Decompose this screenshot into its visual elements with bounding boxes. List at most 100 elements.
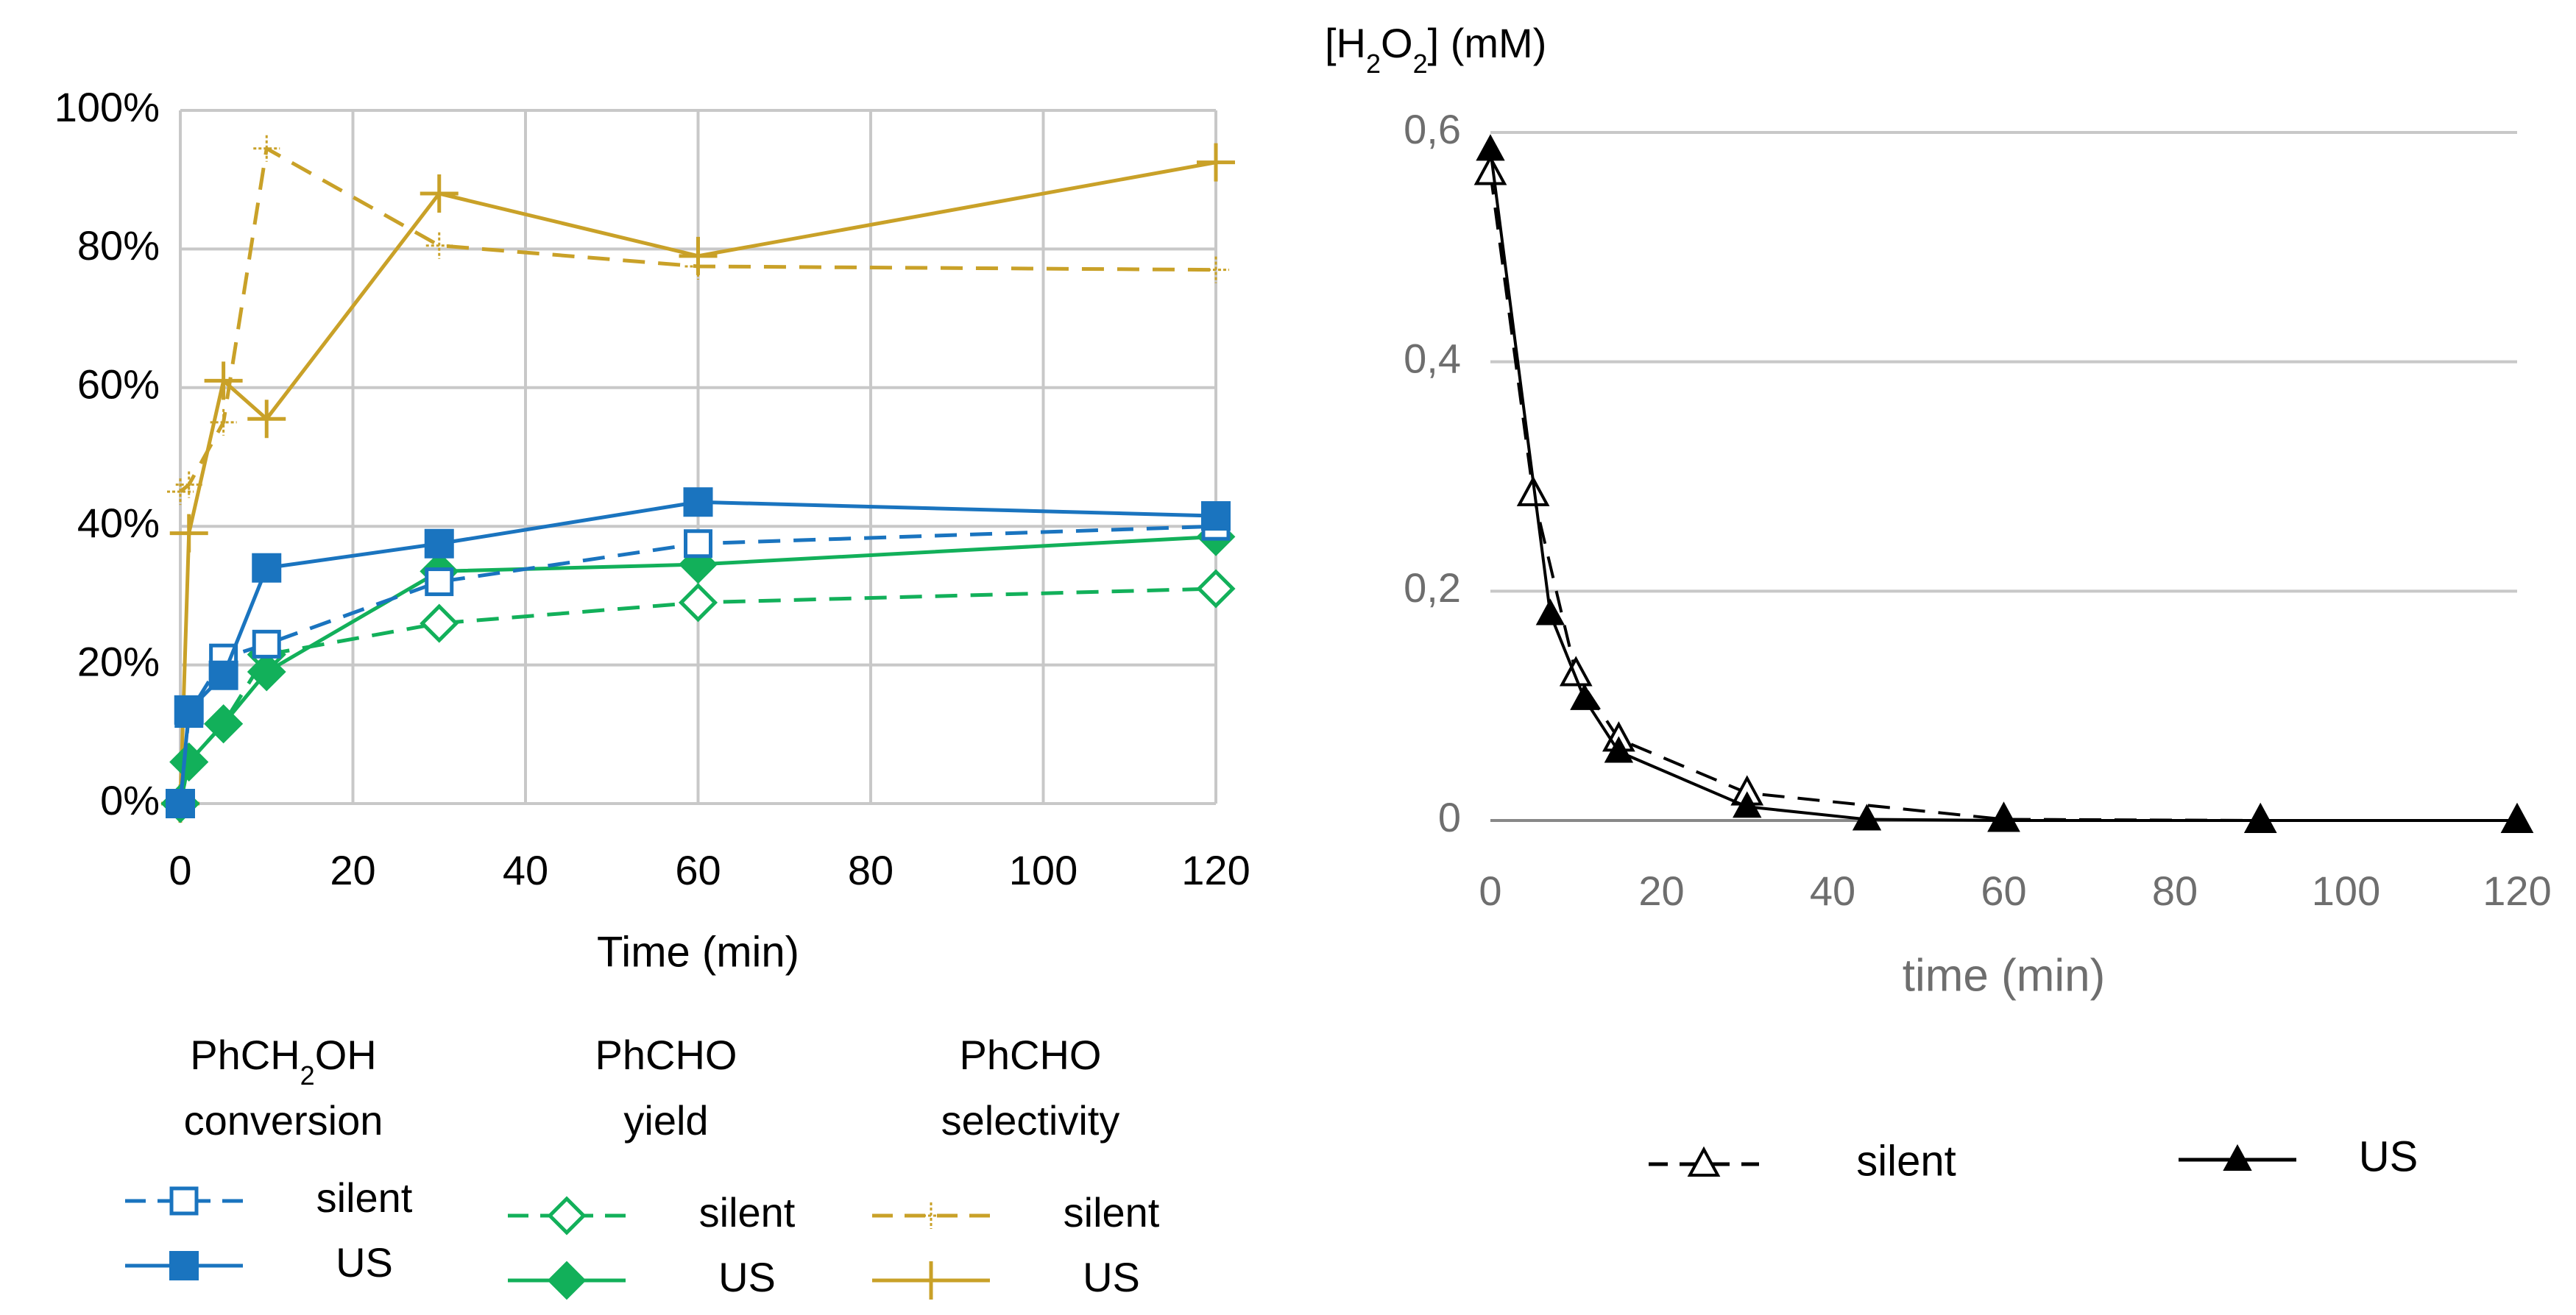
data-point — [2502, 804, 2532, 832]
legend-label: silent — [1064, 1189, 1160, 1236]
right-y-tick-label: 0,6 — [1404, 106, 1461, 152]
left-x-tick-label: 80 — [848, 847, 894, 893]
left-legend: PhCH2OH conversion silent US PhCHO yield silen… — [125, 1032, 1160, 1300]
left-x-tick-label: 60 — [675, 847, 721, 893]
data-point — [166, 789, 195, 818]
legend-item-silent: silent — [125, 1174, 413, 1221]
data-point — [424, 528, 454, 559]
right-x-tick-label: 60 — [1981, 868, 2026, 914]
data-point — [174, 695, 204, 725]
series-phch2oh-conversion-us — [166, 487, 1231, 818]
legend-label: silent — [699, 1189, 796, 1236]
data-point — [204, 704, 244, 744]
right-x-tick-label: 100 — [2312, 868, 2380, 914]
legend-label: silent — [316, 1174, 413, 1221]
right-legend: silent US — [1649, 1133, 2418, 1185]
legend-marker — [169, 1186, 199, 1216]
data-point — [208, 660, 238, 690]
left-y-tick-label: 40% — [77, 500, 160, 546]
legend-label: US — [336, 1239, 393, 1286]
left-gridlines — [179, 109, 1217, 805]
left-x-tick-label: 40 — [503, 847, 548, 893]
data-point — [175, 471, 202, 498]
legend-label: US — [1083, 1254, 1140, 1300]
data-point — [167, 478, 194, 506]
legend-item-silent: silent — [1649, 1137, 1956, 1185]
data-point — [1203, 256, 1229, 283]
legend-group-subtitle: yield — [623, 1097, 708, 1144]
legend-group-title: PhCH2OH — [190, 1032, 376, 1091]
data-point — [210, 408, 237, 436]
legend-item-silent: silent — [508, 1189, 796, 1236]
legend-item-us: US — [508, 1254, 776, 1300]
legend-group-title: PhCHO — [960, 1032, 1102, 1078]
legend-item-us: US — [125, 1239, 393, 1286]
data-point — [420, 603, 459, 643]
data-point — [684, 529, 712, 559]
data-point — [204, 361, 243, 400]
data-point — [420, 174, 459, 213]
data-point — [1852, 804, 1882, 831]
data-point — [1535, 598, 1565, 625]
left-chart: 0% 20% 40% 60% 80% 100% 0 20 40 60 80 100 120 Time (m… — [54, 84, 1250, 1300]
left-y-tick-label: 60% — [77, 361, 160, 408]
data-point — [253, 135, 280, 162]
right-x-tick-label: 40 — [1810, 868, 1855, 914]
legend-group-subtitle: conversion — [184, 1097, 383, 1144]
series-line — [1489, 149, 2517, 822]
data-point — [247, 652, 286, 692]
data-point — [1989, 804, 2019, 832]
legend-item-us: US — [872, 1254, 1140, 1300]
data-point — [1197, 143, 1235, 182]
data-point — [425, 567, 454, 597]
series-h2o2-silent — [1473, 155, 2534, 833]
left-y-tick-label: 20% — [77, 638, 160, 684]
legend-marker — [547, 1261, 587, 1300]
left-x-tick-label: 120 — [1181, 847, 1250, 893]
left-y-tick-label: 0% — [100, 777, 160, 823]
legend-label: silent — [1856, 1137, 1956, 1185]
data-point — [1196, 569, 1236, 609]
legend-marker — [918, 1202, 944, 1229]
legend-label: US — [2359, 1133, 2418, 1180]
data-point — [1476, 134, 1505, 161]
right-x-tick-label: 120 — [2483, 868, 2551, 914]
data-point — [683, 487, 713, 517]
legend-group-title: PhCHO — [595, 1032, 737, 1078]
legend-label: US — [718, 1254, 776, 1300]
right-y-tick-label: 0,2 — [1404, 564, 1461, 611]
right-x-tick-label: 20 — [1638, 868, 1684, 914]
legend-marker — [2223, 1144, 2252, 1171]
data-point — [678, 583, 718, 623]
left-x-tick-label: 0 — [169, 847, 191, 893]
data-point — [1733, 791, 1762, 818]
legend-group-subtitle: selectivity — [941, 1097, 1120, 1144]
left-y-tick-label: 80% — [77, 222, 160, 269]
data-point — [679, 236, 718, 275]
right-gridlines — [1490, 131, 2517, 822]
right-chart: [H2O2] (mM) 0 0,2 0,4 0,6 0 20 40 60 80 100 120 time… — [1325, 20, 2552, 1185]
data-point — [1570, 683, 1599, 710]
data-point — [247, 400, 286, 439]
legend-item-us: US — [2179, 1133, 2418, 1180]
right-y-tick-label: 0 — [1438, 794, 1461, 840]
series-h2o2-us — [1476, 134, 2532, 832]
data-point — [1604, 736, 1634, 763]
right-y-tick-label: 0,4 — [1404, 335, 1461, 381]
data-point — [169, 514, 208, 553]
right-x-tick-label: 80 — [2152, 868, 2198, 914]
right-chart-title: [H2O2] (mM) — [1325, 20, 1546, 79]
right-x-tick-label: 0 — [1479, 868, 1501, 914]
legend-marker — [1687, 1146, 1721, 1177]
data-point — [1559, 656, 1593, 687]
left-x-tick-label: 100 — [1009, 847, 1078, 893]
data-point — [1201, 501, 1231, 531]
left-x-axis-title: Time (min) — [597, 928, 799, 976]
right-x-axis-title: time (min) — [1903, 950, 2106, 1001]
legend-marker — [547, 1196, 587, 1236]
legend-marker — [912, 1261, 950, 1300]
series-line — [1489, 172, 2517, 822]
legend-item-silent: silent — [872, 1189, 1160, 1236]
data-point — [425, 232, 453, 259]
data-point — [1473, 155, 1507, 185]
